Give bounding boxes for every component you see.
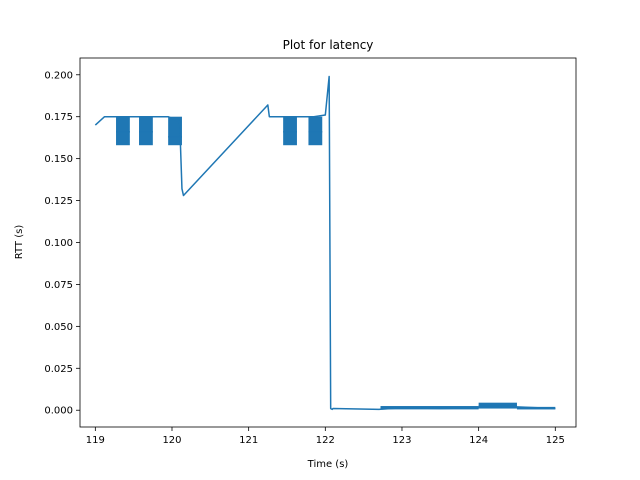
chart-title: Plot for latency <box>283 38 374 52</box>
y-tick-label: 0.200 <box>44 70 73 81</box>
series-line <box>94 75 556 411</box>
y-axis-label: RTT (s) <box>14 225 25 260</box>
x-tick-label: 120 <box>162 435 181 446</box>
data-layer <box>94 75 556 411</box>
oscillation-band <box>168 116 182 146</box>
y-tick-label: 0.100 <box>44 238 73 249</box>
tick-layer: 119 120 121 122 123 124 125 0.000 0.025 0.050 0.07… <box>44 70 564 446</box>
plot-area: 119 120 121 122 123 124 125 0.000 0.025 0.050 0.07… <box>44 57 577 446</box>
x-tick-label: 124 <box>469 435 488 446</box>
y-tick-label: 0.175 <box>44 112 73 123</box>
x-tick-label: 121 <box>239 435 258 446</box>
x-tick-label: 123 <box>392 435 411 446</box>
x-tick-label: 122 <box>316 435 335 446</box>
oscillation-band <box>308 116 323 146</box>
y-tick-label: 0.150 <box>44 154 73 165</box>
x-tick-label: 125 <box>546 435 565 446</box>
plot-frame <box>79 57 577 428</box>
y-tick-label: 0.075 <box>44 280 73 291</box>
oscillation-band <box>139 116 153 146</box>
y-tick-label: 0.025 <box>44 364 73 375</box>
oscillation-band <box>283 116 297 146</box>
x-tick-label: 119 <box>86 435 105 446</box>
oscillation-band <box>116 116 130 146</box>
x-axis-label: Time (s) <box>307 459 349 470</box>
y-tick-label: 0.125 <box>44 196 73 207</box>
y-tick-label: 0.050 <box>44 322 73 333</box>
y-tick-label: 0.000 <box>44 406 73 417</box>
